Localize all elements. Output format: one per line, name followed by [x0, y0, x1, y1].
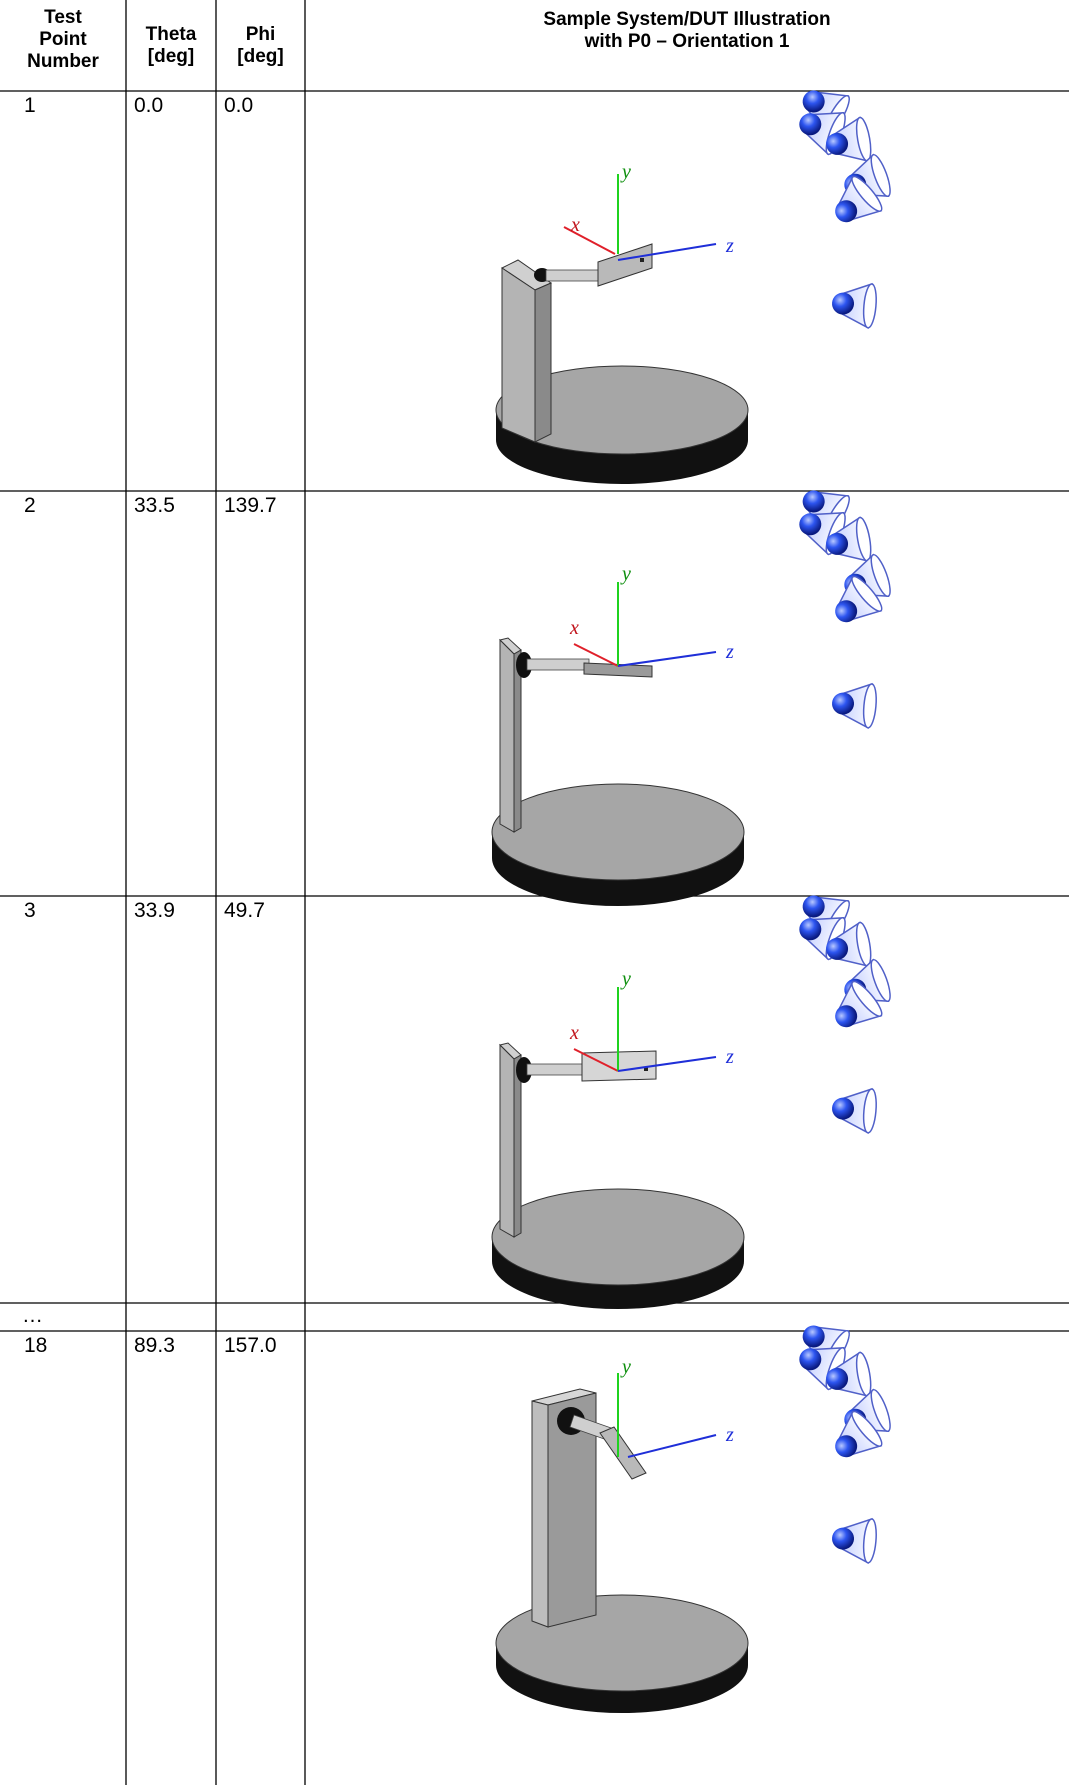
mount-post: [501, 259, 602, 443]
turntable-base: [491, 1188, 745, 1309]
axis-x: x: [563, 214, 616, 255]
row-3-test-point: 3: [24, 899, 36, 922]
axis-y-label: y: [620, 563, 631, 585]
axis-y: y: [617, 563, 631, 666]
axis-y: y: [617, 161, 631, 254]
axis-z-label: z: [725, 1046, 734, 1068]
row-2-phi: 139.7: [224, 494, 277, 517]
row-2-theta: 33.5: [134, 494, 175, 517]
axis-y: y: [617, 968, 631, 1071]
row-2-test-point: 2: [24, 494, 36, 517]
row-1-theta: 0.0: [134, 94, 164, 117]
dut-device: [599, 1426, 647, 1480]
header-test-point-line1: Test: [44, 7, 82, 28]
header-illustration: Sample System/DUT Illustration with P0 –…: [305, 9, 1069, 53]
dut-illustration-1: x y z: [495, 77, 894, 484]
row-ellipsis-test-point: …: [22, 1304, 43, 1327]
header-phi-line1: Phi: [245, 24, 276, 45]
dut-device: [597, 243, 653, 287]
header-theta-line1: Theta: [145, 24, 197, 45]
axis-z: z: [617, 235, 734, 261]
header-illustration-line2: with P0 – Orientation 1: [584, 31, 790, 52]
row-1-phi: 0.0: [224, 94, 254, 117]
axis-x: x: [569, 617, 619, 667]
axis-y: y: [617, 1356, 631, 1457]
axis-x: x: [569, 1022, 619, 1072]
axis-z: z: [617, 1046, 734, 1072]
row-3-theta: 33.9: [134, 899, 175, 922]
axis-y-label: y: [620, 1356, 631, 1378]
row-18-test-point: 18: [24, 1334, 48, 1357]
axis-z-label: z: [725, 235, 734, 257]
axis-y-label: y: [620, 968, 631, 990]
mount-post: [531, 1388, 615, 1628]
axis-z: z: [617, 641, 734, 667]
axis-x-label: x: [569, 617, 579, 639]
header-test-point-line3: Number: [27, 51, 99, 72]
header-illustration-line1: Sample System/DUT Illustration: [543, 9, 831, 30]
header-test-point-line2: Point: [39, 29, 87, 50]
axis-z-label: z: [725, 1424, 734, 1446]
axis-z: z: [627, 1424, 734, 1458]
axis-z-label: z: [725, 641, 734, 663]
row-1-test-point: 1: [24, 94, 36, 117]
header-theta: Theta [deg]: [126, 24, 216, 68]
turntable-base: [495, 365, 749, 484]
axis-x-label: x: [569, 1022, 579, 1044]
row-3-phi: 49.7: [224, 899, 265, 922]
row-18-theta: 89.3: [134, 1334, 175, 1357]
dut-illustration-18: y z: [495, 1312, 894, 1713]
row-18-phi: 157.0: [224, 1334, 277, 1357]
mount-post: [499, 637, 590, 833]
header-theta-line2: [deg]: [147, 46, 195, 67]
header-phi-line2: [deg]: [237, 46, 284, 67]
axis-x-label: x: [570, 214, 580, 236]
mount-post: [499, 1042, 586, 1238]
turntable-base: [491, 783, 745, 906]
dut-illustration-2: x y z: [491, 477, 894, 906]
header-phi: Phi [deg]: [216, 24, 305, 68]
header-test-point: Test Point Number: [0, 7, 126, 73]
axis-y-label: y: [620, 161, 631, 183]
dut-illustration-3: x y z: [491, 882, 894, 1309]
